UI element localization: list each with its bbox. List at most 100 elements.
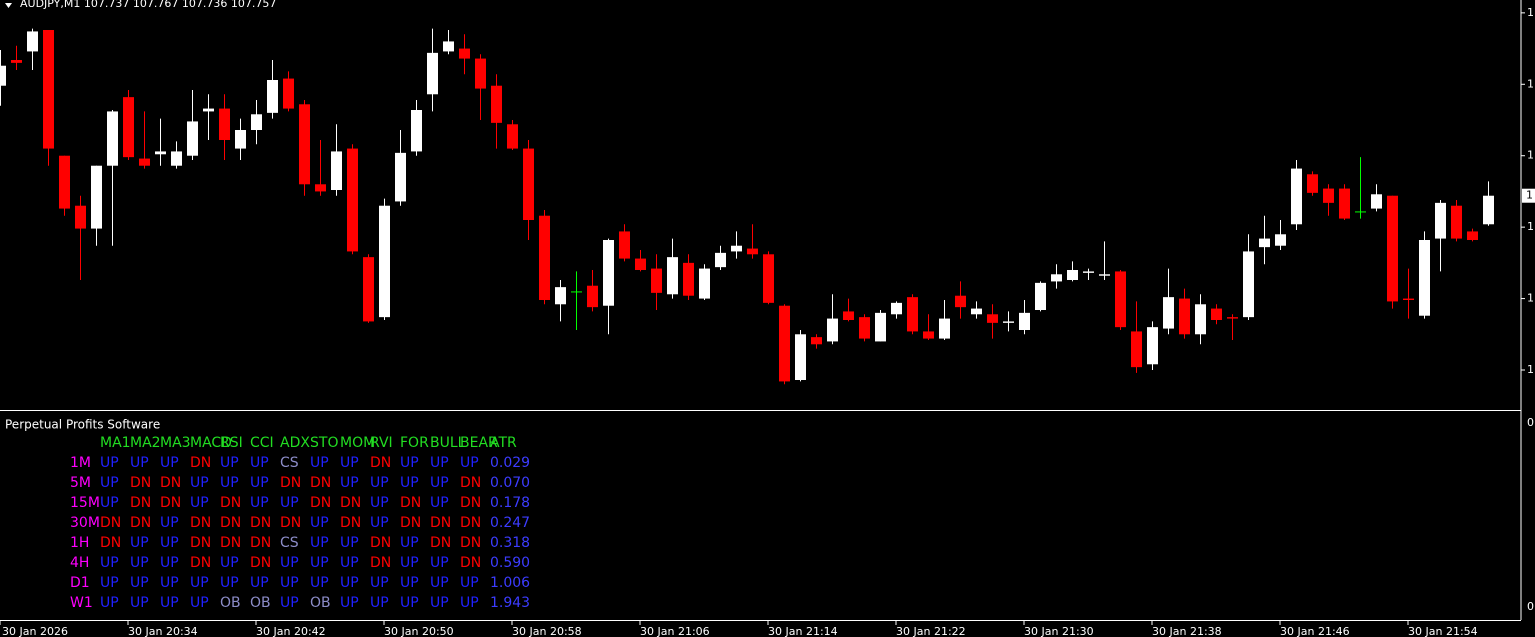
candle-body [123,97,134,158]
candle-body [651,268,662,293]
candle-body [907,297,918,332]
candle-body [1323,188,1334,203]
candle-body [1259,238,1270,248]
signal-cell: DN [460,555,481,571]
signal-cell: UP [400,535,419,551]
signal-cell: DN [340,495,361,511]
candle-body [1211,308,1222,320]
signal-cell: UP [220,475,239,491]
signal-cell: UP [250,475,269,491]
candle-body [299,104,310,185]
candle-body [523,148,534,220]
row-label: 1M [70,455,91,471]
candle-body [1019,312,1030,330]
candle-body [987,314,998,323]
candle-body [939,318,950,339]
signal-cell: UP [400,475,419,491]
candle-body [843,311,854,320]
signal-cell: DN [310,495,331,511]
signal-cell: UP [340,535,359,551]
chart-title: AUDJPY,M1 107.737 107.767 107.736 107.75… [20,0,276,10]
candle-body [411,110,422,152]
candle-body [251,114,262,130]
candle-body [0,65,6,86]
signal-cell: UP [280,595,299,611]
candle-body [859,317,870,339]
candle-body [443,41,454,52]
signal-cell: 0.178 [490,495,530,511]
signal-cell: CS [280,455,299,471]
candle-body [683,262,694,296]
signal-cell: 0.247 [490,515,530,531]
row-label: 1H [70,535,89,551]
candle-body [171,151,182,166]
candle-body [811,337,822,345]
signal-cell: UP [160,595,179,611]
candle-body [1067,270,1078,280]
signal-cell: UP [100,455,119,471]
candle-body [1355,211,1366,213]
y-tick-label: 1 [1527,149,1534,162]
candle-body [331,151,342,190]
signal-cell: UP [130,535,149,551]
candle-body [1083,271,1094,273]
symbol-menu-icon[interactable] [5,3,12,8]
candle-body [427,52,438,95]
row-label: W1 [70,595,93,611]
candle-body [283,78,294,109]
signal-cell: DN [430,515,451,531]
candle-body [875,312,886,342]
candle-body [1227,317,1238,319]
signal-cell: DN [370,535,391,551]
signal-cell: UP [220,455,239,471]
signal-cell: DN [460,515,481,531]
x-tick-label: 30 Jan 21:14 [768,625,838,637]
candle-body [1291,168,1302,225]
candle-body [971,308,982,315]
signal-cell: DN [160,495,181,511]
signal-cell: DN [250,535,271,551]
candle-body [363,257,374,322]
signal-cell: UP [310,535,329,551]
signal-cell: UP [400,595,419,611]
column-header: MA3 [160,435,191,451]
column-header: MA2 [130,435,161,451]
column-header: MA1 [100,435,131,451]
signal-cell: 1.006 [490,575,530,591]
signal-cell: UP [370,495,389,511]
y-tick-label: 1 [1527,6,1534,19]
signal-cell: UP [370,575,389,591]
signal-cell: UP [310,515,329,531]
signal-cell: UP [370,475,389,491]
candle-body [1275,234,1286,246]
signal-cell: UP [430,455,449,471]
candle-body [155,151,166,155]
signal-cell: UP [220,575,239,591]
candle-body [1179,298,1190,335]
column-header: MOM [340,435,375,451]
candle-body [603,240,614,306]
candle-body [315,184,326,192]
signal-cell: UP [250,575,269,591]
candle-body [587,285,598,308]
candle-body [1147,327,1158,365]
candle-body [219,108,230,140]
signal-cell: DN [310,475,331,491]
candle-body [491,85,502,123]
signal-cell: OB [250,595,271,611]
signal-cell: UP [220,555,239,571]
signal-cell: DN [460,475,481,491]
candle-body [395,152,406,202]
signal-cell: DN [190,555,211,571]
candle-body [827,318,838,342]
candle-body [1195,304,1206,335]
signal-cell: UP [340,455,359,471]
candle-body [107,111,118,166]
candle-body [571,291,582,293]
candle-body [763,254,774,303]
signal-cell: DN [220,535,241,551]
panel-title: Perpetual Profits Software [5,418,160,432]
column-header: ATR [490,435,517,451]
